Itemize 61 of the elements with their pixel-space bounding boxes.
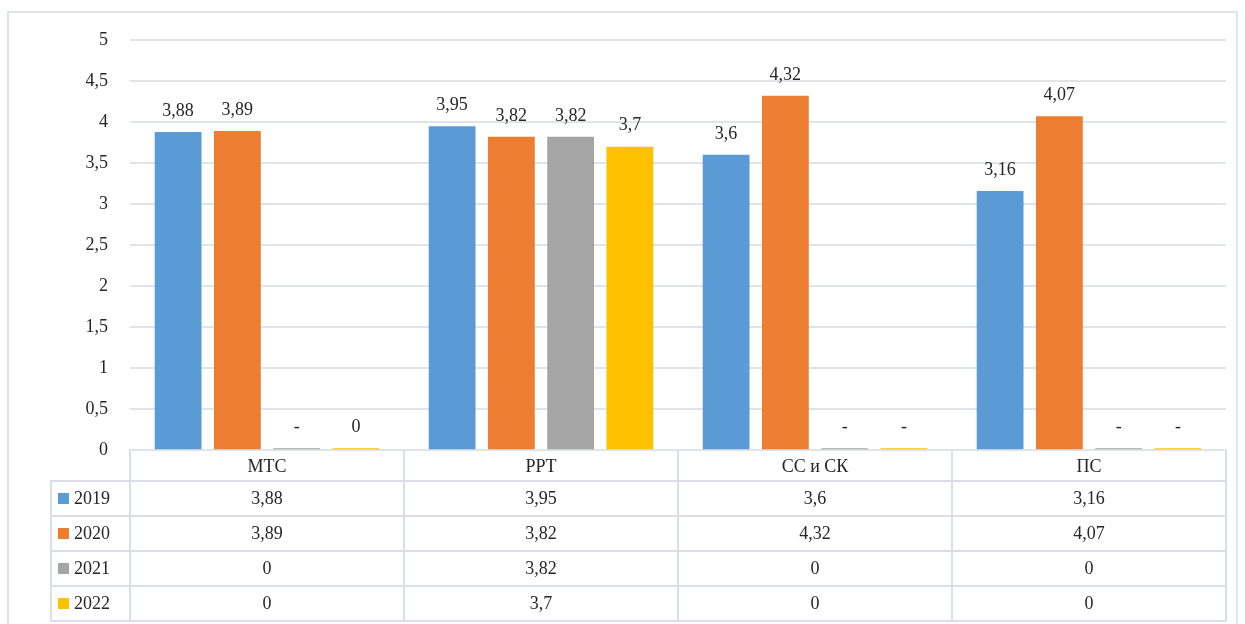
text: 3,6	[678, 481, 952, 517]
text: 0	[678, 586, 952, 622]
text: 4,32	[678, 516, 952, 552]
text: 0	[678, 551, 952, 587]
x-tick-label: МТС	[247, 455, 287, 476]
legend-label: 2019	[74, 488, 110, 509]
data-label: -	[900, 415, 907, 436]
text: 3,82	[404, 516, 678, 552]
text: 3,89	[130, 516, 404, 552]
bar	[702, 154, 750, 450]
text: 3,88	[130, 481, 404, 517]
y-tick-label: 5	[99, 28, 108, 49]
y-tick-label: 3	[99, 192, 108, 213]
y-tick-label: 4,5	[85, 69, 108, 90]
data-label: -	[841, 415, 848, 436]
x-tick-label: СС и СК	[781, 455, 850, 476]
bar	[213, 131, 261, 450]
data-label: 3,82	[495, 104, 528, 125]
data-label: -	[1115, 415, 1122, 436]
data-label: 3,7	[618, 114, 642, 135]
bar	[606, 146, 654, 450]
y-tick-label: 4	[99, 110, 108, 131]
text: 0	[130, 586, 404, 622]
data-label: 4,32	[769, 63, 802, 84]
data-label: 3,82	[554, 104, 587, 125]
legend-label: 2020	[74, 523, 110, 544]
text: 0	[952, 551, 1226, 587]
bar	[976, 190, 1024, 450]
data-label: 0	[351, 415, 361, 436]
y-tick-label: 1	[99, 356, 108, 377]
y-tick-label: 2	[99, 274, 108, 295]
text: 0	[952, 586, 1226, 622]
data-label: -	[293, 415, 300, 436]
bar	[1035, 116, 1083, 450]
text: 3,95	[404, 481, 678, 517]
data-label: 3,16	[984, 158, 1016, 179]
text: 3,16	[952, 481, 1226, 517]
bar	[487, 136, 535, 450]
legend-label: 2022	[74, 593, 110, 614]
y-tick-label: 1,5	[85, 315, 108, 336]
data-label: 4,07	[1043, 84, 1076, 105]
x-tick-label: РРТ	[525, 455, 557, 476]
y-tick-label: 3,5	[85, 151, 108, 172]
bar	[428, 126, 476, 450]
data-label: -	[1174, 415, 1181, 436]
y-tick-label: 0	[99, 438, 108, 459]
text: 0	[130, 551, 404, 587]
text: 4,07	[952, 516, 1226, 552]
x-tick-label: ПС	[1076, 455, 1102, 476]
data-label: 3,95	[436, 93, 468, 114]
y-tick-label: 0,5	[85, 397, 108, 418]
data-label: 3,89	[221, 98, 254, 119]
legend-label: 2021	[74, 558, 110, 579]
text: 3,7	[404, 586, 678, 622]
bar	[761, 95, 809, 450]
text: 3,82	[404, 551, 678, 587]
y-tick-label: 2,5	[85, 233, 108, 254]
data-label: 3,88	[162, 99, 194, 120]
bar	[547, 136, 595, 450]
bar	[154, 131, 202, 450]
data-label: 3,6	[714, 122, 738, 143]
